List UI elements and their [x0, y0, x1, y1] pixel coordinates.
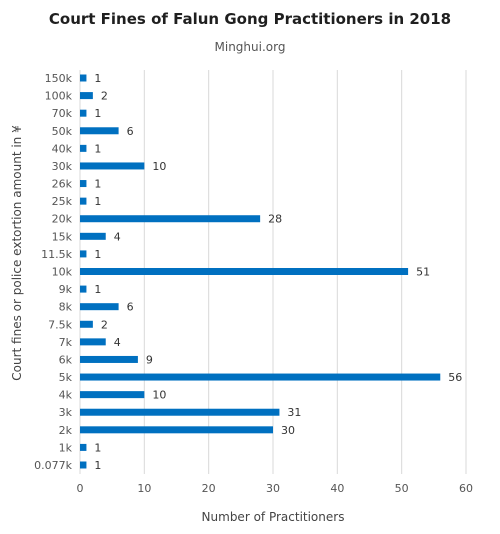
- y-tick-label: 100k: [45, 90, 73, 103]
- x-tick-label: 50: [395, 482, 409, 495]
- y-tick-label: 30k: [52, 160, 73, 173]
- data-label: 10: [152, 160, 166, 173]
- bar: [80, 215, 261, 223]
- bar: [80, 268, 409, 275]
- y-tick-label: 15k: [52, 230, 73, 243]
- bar: [80, 373, 441, 381]
- y-tick-label: 11.5k: [41, 248, 72, 261]
- y-tick-label: 7.5k: [48, 318, 72, 331]
- x-axis-label: Number of Practitioners: [202, 510, 345, 524]
- data-label: 1: [94, 248, 101, 261]
- y-tick-label: 0.077k: [34, 459, 72, 472]
- y-tick-label: 2k: [59, 424, 73, 437]
- y-tick-label: 150k: [45, 72, 73, 85]
- y-tick-label: 25k: [52, 195, 73, 208]
- bar: [80, 426, 273, 434]
- bar: [80, 391, 145, 399]
- x-tick-label: 30: [266, 482, 280, 495]
- x-tick-label: 10: [137, 482, 151, 495]
- y-tick-label: 9k: [59, 283, 73, 296]
- bar: [80, 285, 87, 293]
- data-label: 31: [287, 406, 301, 419]
- bar: [80, 127, 119, 135]
- bar: [80, 320, 93, 328]
- y-axis-label: Court fines or police extortion amount i…: [10, 125, 24, 381]
- x-tick-label: 60: [459, 482, 473, 495]
- bar: [80, 232, 106, 240]
- y-tick-label: 20k: [52, 213, 73, 226]
- data-label: 1: [94, 459, 101, 472]
- y-axis-ticks: 150k 100k 70k 50k 40k 30k 26k 25k 20k 15k 11.5k 10k…: [34, 72, 72, 472]
- bar: [80, 355, 138, 363]
- y-tick-label: 40k: [52, 142, 73, 155]
- bar: [80, 250, 87, 258]
- bars: [80, 74, 441, 469]
- bar: [80, 180, 87, 188]
- data-label: 1: [94, 178, 101, 191]
- y-tick-label: 7k: [59, 336, 73, 349]
- chart-title: Court Fines of Falun Gong Practitioners …: [49, 10, 451, 28]
- bar: [80, 338, 106, 346]
- x-tick-label: 40: [330, 482, 344, 495]
- bar: [80, 197, 87, 205]
- data-label: 56: [448, 371, 462, 384]
- data-label: 1: [94, 283, 101, 296]
- bar: [80, 92, 93, 100]
- y-tick-label: 8k: [59, 301, 73, 314]
- bar: [80, 144, 87, 152]
- y-tick-label: 4k: [59, 389, 73, 402]
- y-tick-label: 70k: [52, 107, 73, 120]
- y-tick-label: 50k: [52, 125, 73, 138]
- data-label: 1: [94, 107, 101, 120]
- data-label: 1: [94, 72, 101, 85]
- y-tick-label: 26k: [52, 178, 73, 191]
- data-label: 30: [281, 424, 295, 437]
- data-label: 4: [114, 230, 121, 243]
- y-tick-label: 1k: [59, 441, 73, 454]
- chart-subtitle: Minghui.org: [215, 40, 286, 54]
- bar: [80, 303, 119, 311]
- y-tick-label: 10k: [52, 266, 73, 279]
- bar: [80, 74, 87, 82]
- data-label: 2: [101, 90, 108, 103]
- data-label: 6: [127, 301, 134, 314]
- bar: [80, 443, 87, 451]
- data-label: 4: [114, 336, 121, 349]
- x-axis-ticks: 0 10 20 30 40 50 60: [77, 482, 474, 495]
- data-label: 9: [146, 353, 153, 366]
- data-label: 2: [101, 318, 108, 331]
- x-tick-label: 20: [202, 482, 216, 495]
- data-label: 1: [94, 195, 101, 208]
- bar: [80, 461, 87, 469]
- y-tick-label: 5k: [59, 371, 73, 384]
- x-tick-label: 0: [77, 482, 84, 495]
- data-label: 1: [94, 441, 101, 454]
- bar: [80, 408, 280, 416]
- y-tick-label: 6k: [59, 353, 73, 366]
- bar: [80, 162, 145, 170]
- bar: [80, 109, 87, 117]
- data-label: 28: [268, 213, 282, 226]
- y-tick-label: 3k: [59, 406, 73, 419]
- data-label: 6: [127, 125, 134, 138]
- data-label: 10: [152, 389, 166, 402]
- data-label: 1: [94, 142, 101, 155]
- data-label: 51: [416, 266, 430, 279]
